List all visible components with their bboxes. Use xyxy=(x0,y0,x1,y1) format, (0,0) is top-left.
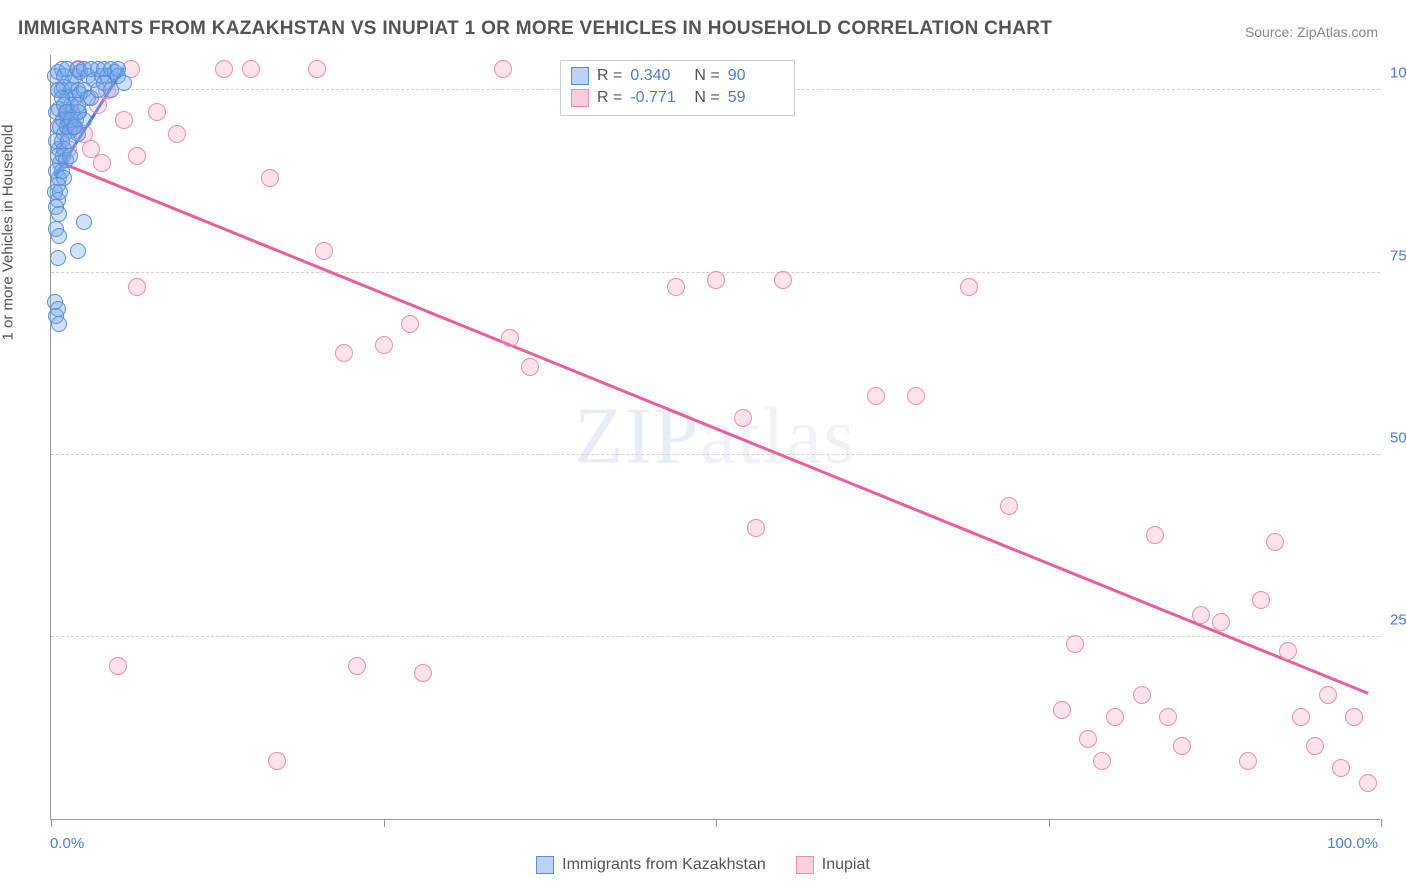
legend-item-pink: Inupiat xyxy=(796,856,870,874)
data-point-pink xyxy=(494,60,512,78)
data-point-pink xyxy=(128,147,146,165)
data-point-pink xyxy=(1212,613,1230,631)
swatch-blue xyxy=(536,856,554,874)
data-point-pink xyxy=(268,752,286,770)
r-value: -0.771 xyxy=(630,89,686,107)
data-point-pink xyxy=(1146,526,1164,544)
legend-label: Immigrants from Kazakhstan xyxy=(562,856,766,874)
data-point-blue xyxy=(67,119,83,135)
stats-row-blue: R = 0.340 N = 90 xyxy=(571,65,784,87)
swatch-blue xyxy=(571,67,589,85)
data-point-pink xyxy=(401,315,419,333)
data-point-pink xyxy=(148,103,166,121)
stats-row-pink: R = -0.771 N = 59 xyxy=(571,87,784,109)
legend-item-blue: Immigrants from Kazakhstan xyxy=(536,856,766,874)
data-point-pink xyxy=(315,242,333,260)
data-point-pink xyxy=(1173,737,1191,755)
data-point-pink xyxy=(667,278,685,296)
trend-line-pink xyxy=(57,160,1368,695)
data-point-pink xyxy=(1292,708,1310,726)
data-point-pink xyxy=(109,657,127,675)
data-point-pink xyxy=(1239,752,1257,770)
data-point-pink xyxy=(168,125,186,143)
data-point-pink xyxy=(734,409,752,427)
r-value: 0.340 xyxy=(630,67,686,85)
x-tick xyxy=(51,819,52,827)
data-point-blue xyxy=(116,75,132,91)
data-point-pink xyxy=(1066,635,1084,653)
source-attribution: Source: ZipAtlas.com xyxy=(1245,24,1378,40)
r-label: R = xyxy=(597,89,622,107)
data-point-blue xyxy=(70,243,86,259)
data-point-blue xyxy=(70,97,86,113)
data-point-pink xyxy=(335,344,353,362)
data-point-pink xyxy=(707,271,725,289)
data-point-pink xyxy=(1306,737,1324,755)
data-point-pink xyxy=(1359,774,1377,792)
n-value: 59 xyxy=(728,89,784,107)
data-point-pink xyxy=(1053,701,1071,719)
data-point-pink xyxy=(215,60,233,78)
data-point-pink xyxy=(1079,730,1097,748)
data-point-pink xyxy=(1106,708,1124,726)
data-point-pink xyxy=(907,387,925,405)
data-point-pink xyxy=(414,664,432,682)
x-axis-max-label: 100.0% xyxy=(1327,835,1378,852)
gridline xyxy=(51,636,1380,637)
data-point-pink xyxy=(521,358,539,376)
data-point-pink xyxy=(1279,642,1297,660)
data-point-pink xyxy=(1133,686,1151,704)
data-point-pink xyxy=(1332,759,1350,777)
swatch-pink xyxy=(796,856,814,874)
y-tick-label: 50.0% xyxy=(1390,429,1406,446)
x-tick xyxy=(716,819,717,827)
y-axis-label: 1 or more Vehicles in Household xyxy=(0,125,17,341)
data-point-pink xyxy=(242,60,260,78)
data-point-blue xyxy=(62,148,78,164)
swatch-pink xyxy=(571,89,589,107)
n-label: N = xyxy=(694,67,719,85)
data-point-pink xyxy=(375,336,393,354)
data-point-pink xyxy=(1266,533,1284,551)
data-point-pink xyxy=(960,278,978,296)
chart-title: IMMIGRANTS FROM KAZAKHSTAN VS INUPIAT 1 … xyxy=(18,18,1052,40)
data-point-pink xyxy=(1159,708,1177,726)
stats-legend-box: R = 0.340 N = 90 R = -0.771 N = 59 xyxy=(560,60,795,116)
data-point-pink xyxy=(867,387,885,405)
x-tick xyxy=(1049,819,1050,827)
x-tick xyxy=(384,819,385,827)
data-point-blue xyxy=(51,228,67,244)
data-point-pink xyxy=(1252,591,1270,609)
data-point-blue xyxy=(50,250,66,266)
data-point-blue xyxy=(76,214,92,230)
x-tick xyxy=(1381,819,1382,827)
gridline xyxy=(51,454,1380,455)
y-tick-label: 100.0% xyxy=(1390,65,1406,82)
data-point-pink xyxy=(1345,708,1363,726)
r-label: R = xyxy=(597,67,622,85)
data-point-pink xyxy=(1000,497,1018,515)
data-point-pink xyxy=(1319,686,1337,704)
data-point-blue xyxy=(51,316,67,332)
data-point-pink xyxy=(128,278,146,296)
data-point-pink xyxy=(774,271,792,289)
data-point-blue xyxy=(51,206,67,222)
n-value: 90 xyxy=(728,67,784,85)
legend-label: Inupiat xyxy=(822,856,870,874)
x-axis-min-label: 0.0% xyxy=(50,835,84,852)
data-point-pink xyxy=(261,169,279,187)
series-legend: Immigrants from Kazakhstan Inupiat xyxy=(0,856,1406,874)
data-point-pink xyxy=(1192,606,1210,624)
data-point-pink xyxy=(501,329,519,347)
y-tick-label: 75.0% xyxy=(1390,247,1406,264)
data-point-pink xyxy=(348,657,366,675)
data-point-pink xyxy=(1093,752,1111,770)
plot-area: ZIPatlas 25.0%50.0%75.0%100.0% xyxy=(50,55,1380,820)
data-point-pink xyxy=(115,111,133,129)
y-tick-label: 25.0% xyxy=(1390,611,1406,628)
n-label: N = xyxy=(694,89,719,107)
data-point-pink xyxy=(747,519,765,537)
data-point-pink xyxy=(93,154,111,172)
data-point-pink xyxy=(308,60,326,78)
